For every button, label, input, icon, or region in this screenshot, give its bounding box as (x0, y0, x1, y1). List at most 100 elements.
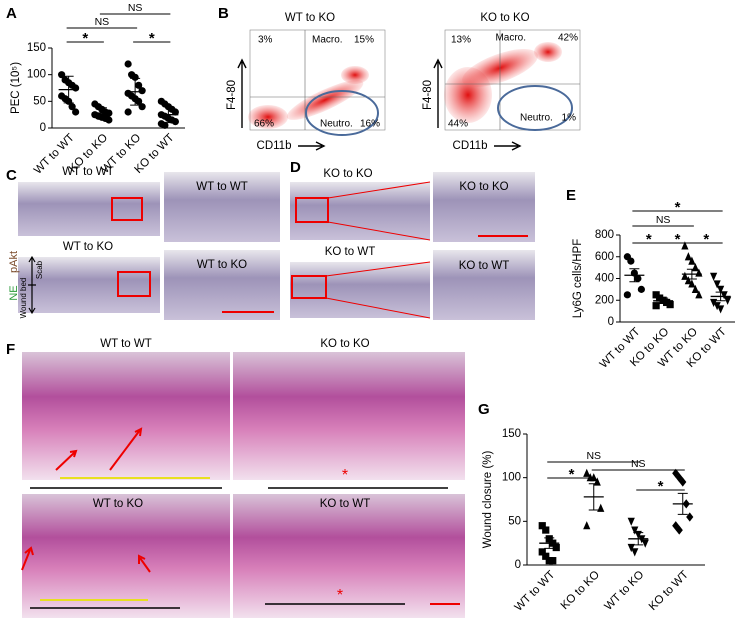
x-tick-label: WT to KO (602, 569, 646, 613)
histology-image (233, 494, 465, 618)
data-point (138, 87, 146, 95)
data-point (679, 477, 687, 487)
zoom-line (327, 181, 431, 241)
data-point (135, 97, 143, 105)
data-point (641, 539, 649, 548)
data-point (538, 548, 546, 556)
y-tick-label: 50 (33, 95, 46, 107)
zoom-box (111, 197, 143, 221)
data-point (631, 548, 639, 557)
panel-letter: G (478, 401, 490, 418)
data-point (720, 291, 728, 300)
quadrant-pct: 16% (360, 119, 380, 130)
data-point (542, 552, 550, 560)
region-label: Wound bed (19, 278, 28, 319)
axis-label: CD11b (453, 140, 488, 152)
significance-label: * (646, 231, 652, 248)
data-point (675, 473, 683, 483)
y-tick-label: 800 (595, 229, 614, 241)
region-label: Scab (35, 260, 44, 279)
data-point (161, 121, 169, 129)
cell-cloud (534, 42, 562, 62)
y-tick-label: 200 (595, 294, 614, 306)
data-point (552, 543, 560, 552)
y-axis-label: Ly6G cells/HPF (572, 239, 584, 318)
histology-image (433, 250, 535, 320)
axis-label: F4-80 (422, 80, 434, 110)
x-tick-label: KO to KO (559, 569, 602, 612)
histology-image (433, 172, 535, 242)
data-point (686, 512, 694, 522)
data-point (717, 305, 725, 314)
cell-cloud (341, 66, 369, 84)
axis-label: F4-80 (226, 80, 238, 110)
y-axis-label: Wound closure (%) (482, 451, 494, 549)
data-point (583, 521, 591, 530)
y-tick-label: 0 (515, 559, 521, 571)
y-tick-label: 400 (595, 273, 614, 285)
y-tick-label: 0 (608, 316, 614, 328)
marker: * (342, 467, 348, 484)
data-point (72, 108, 80, 116)
data-point (124, 108, 132, 116)
marker: * (337, 587, 343, 604)
error-bar (677, 492, 688, 515)
data-point (672, 468, 680, 478)
data-point (135, 81, 143, 89)
data-point (634, 274, 642, 283)
image-title: KO to WT (320, 498, 370, 510)
flow-plot: WT to KO 3% 15% 66% 16% Macro. Neutro. F… (226, 12, 386, 152)
plot-title: KO to KO (480, 12, 529, 24)
data-point (542, 526, 550, 534)
image-title: KO to WT (459, 260, 509, 272)
zoom-line (325, 261, 431, 319)
quadrant-pct: 42% (558, 33, 578, 44)
gate-label: Macro. (312, 35, 343, 46)
histology-image (22, 352, 230, 480)
significance-label: NS (95, 16, 110, 28)
histology-image (290, 262, 430, 318)
image-title: WT to KO (63, 241, 113, 253)
image-title: KO to WT (325, 246, 375, 258)
data-point (675, 525, 683, 535)
data-point (583, 468, 591, 477)
y-tick-label: 100 (27, 69, 46, 81)
data-point (724, 296, 732, 305)
image-title: WT to WT (196, 181, 248, 193)
image-title: KO to KO (459, 181, 508, 193)
zoom-box (291, 275, 327, 299)
significance-label: NS (128, 2, 143, 14)
gate-label: Neutro. (520, 113, 553, 124)
image-title: WT to KO (93, 498, 143, 510)
histology-image (233, 352, 465, 480)
image-title: WT to WT (100, 338, 152, 350)
data-point (684, 252, 692, 261)
edge-arrow (55, 427, 143, 471)
quadrant-pct: 13% (451, 35, 471, 46)
histology-image (22, 494, 230, 618)
data-point (68, 103, 76, 111)
data-point (171, 108, 179, 116)
histology-image (164, 250, 280, 320)
panel-letter: F (6, 341, 15, 358)
error-bar (629, 268, 640, 283)
data-point (713, 302, 721, 311)
data-point (710, 272, 718, 281)
image-title: KO to KO (323, 168, 372, 180)
data-point (681, 271, 689, 280)
error-bar (588, 483, 599, 511)
significance-label: * (82, 30, 88, 47)
y-tick-label: 50 (508, 515, 521, 527)
panel-letter: B (218, 5, 229, 22)
cell-cloud (248, 105, 288, 129)
y-tick-label: 0 (40, 122, 46, 134)
significance-label: * (149, 30, 155, 47)
error-bar (633, 532, 644, 546)
data-point (138, 103, 146, 111)
panel-letter: E (566, 187, 576, 204)
significance-label: * (703, 231, 709, 248)
panel-letter: C (6, 167, 17, 184)
y-tick-label: 600 (595, 251, 614, 263)
data-point (666, 301, 674, 309)
